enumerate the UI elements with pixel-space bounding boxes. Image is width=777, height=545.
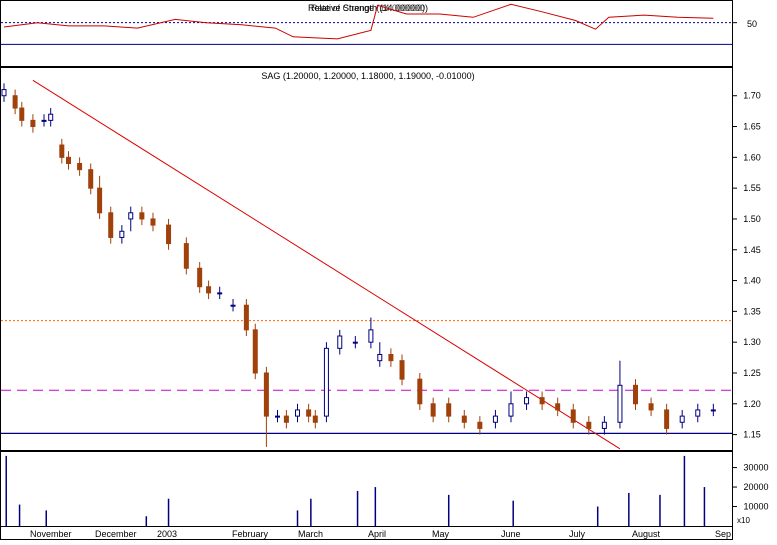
candle-body (206, 286, 212, 294)
candle-body (139, 212, 145, 220)
price-y-tick-label: 1.35 (743, 306, 761, 316)
indicator-tick-50: 50 (747, 19, 757, 29)
trend-line (32, 79, 621, 450)
price-y-tick-label: 1.55 (743, 183, 761, 193)
month-label-april: April (368, 529, 386, 539)
candle-body (337, 335, 343, 349)
month-label-2003: 2003 (157, 529, 177, 539)
candle-body (377, 354, 383, 362)
candle-body (508, 403, 514, 417)
volume-panel-frame (0, 451, 733, 527)
candle-body (710, 409, 716, 412)
candle-body (352, 341, 358, 344)
candle-body (295, 409, 301, 417)
candle-body (263, 372, 269, 417)
candle-body (97, 187, 103, 214)
candle-body (679, 415, 685, 423)
candle-body (166, 224, 172, 245)
price-y-tick-label: 1.30 (743, 337, 761, 347)
candle-body (461, 415, 467, 423)
price-y-tick-label: 1.40 (743, 276, 761, 286)
candle-body (197, 267, 203, 288)
price-y-tick-label: 1.50 (743, 214, 761, 224)
candle-body (446, 403, 452, 417)
candle-body (128, 212, 134, 220)
price-plot: 1.70 1.65 1.60 1.55 1.50 1.45 1.40 1.35 1.30 1.25… (1, 79, 761, 450)
candle-body (243, 304, 249, 331)
candle-body (150, 218, 156, 226)
candle-body (633, 384, 639, 405)
price-y-tick-label: 1.70 (743, 91, 761, 101)
candle-body (555, 403, 561, 411)
price-panel-frame (0, 67, 733, 451)
candle-body (617, 384, 623, 423)
month-label-may: May (432, 529, 450, 539)
price-y-tick-label: 1.15 (743, 430, 761, 440)
candle-body (664, 409, 670, 429)
price-y-tick-label: 1.25 (743, 368, 761, 378)
candle-body (430, 403, 436, 417)
price-title: SAG (1.20000, 1.20000, 1.18000, 1.19000,… (261, 71, 474, 81)
candle-body (695, 409, 701, 417)
price-y-tick-label: 1.45 (743, 245, 761, 255)
candle-body (283, 415, 289, 423)
month-label-november: November (30, 529, 72, 539)
candle-body (586, 421, 592, 429)
indicator-panel-frame (0, 0, 733, 67)
candle-body (12, 95, 18, 109)
candle-body (306, 409, 312, 417)
candle-body (1, 89, 7, 97)
candle-body (252, 329, 258, 374)
candle-body (648, 403, 654, 411)
candle-body (217, 292, 223, 295)
price-y-tick-label: 1.60 (743, 152, 761, 162)
candle-body (77, 163, 83, 171)
month-label-june: June (501, 529, 521, 539)
candle-body (477, 421, 483, 429)
candle-body (48, 113, 54, 121)
candle-body (19, 107, 25, 121)
indicator-title: Relative Strength (14.000000) (308, 3, 428, 13)
month-label-july: July (569, 529, 586, 539)
price-y-tick-label: 1.65 (743, 122, 761, 132)
indicator-plot (1, 3, 737, 45)
candle-body (399, 360, 405, 380)
candle-body (119, 230, 125, 238)
volume-y-tick-label: 10000 (743, 502, 768, 512)
candle-body (65, 156, 71, 165)
candle-body (368, 329, 374, 343)
month-label-sep: Sep (715, 529, 731, 539)
volume-scale-label: x10 (737, 516, 750, 525)
candle-body (388, 354, 394, 362)
volume-plot: 30000 20000 10000 (5, 455, 769, 526)
month-label-march: March (298, 529, 323, 539)
volume-y-tick-label: 30000 (743, 463, 768, 473)
indicator-series-line (3, 3, 714, 40)
candle-body (601, 421, 607, 429)
candle-body (230, 304, 236, 307)
candle-body (41, 119, 47, 122)
volume-y-tick-label: 20000 (743, 482, 768, 492)
candle-body (524, 397, 530, 405)
candle-body (417, 378, 423, 405)
candle-body (539, 397, 545, 405)
candle-body (275, 415, 281, 418)
candle-body (323, 347, 329, 417)
price-y-tick-label: 1.20 (743, 399, 761, 409)
candle-body (183, 243, 189, 269)
month-label-august: August (632, 529, 661, 539)
indicator-title-overlay: Rate of Change (14.000000) (311, 3, 425, 13)
candle-body (570, 409, 576, 423)
candle-body (88, 169, 94, 189)
month-label-february: February (232, 529, 269, 539)
candle-body (492, 415, 498, 423)
candle-body (312, 415, 318, 423)
candle-body (108, 212, 114, 238)
candle-body (59, 144, 65, 158)
month-label-december: December (95, 529, 137, 539)
candle-body (30, 119, 36, 128)
